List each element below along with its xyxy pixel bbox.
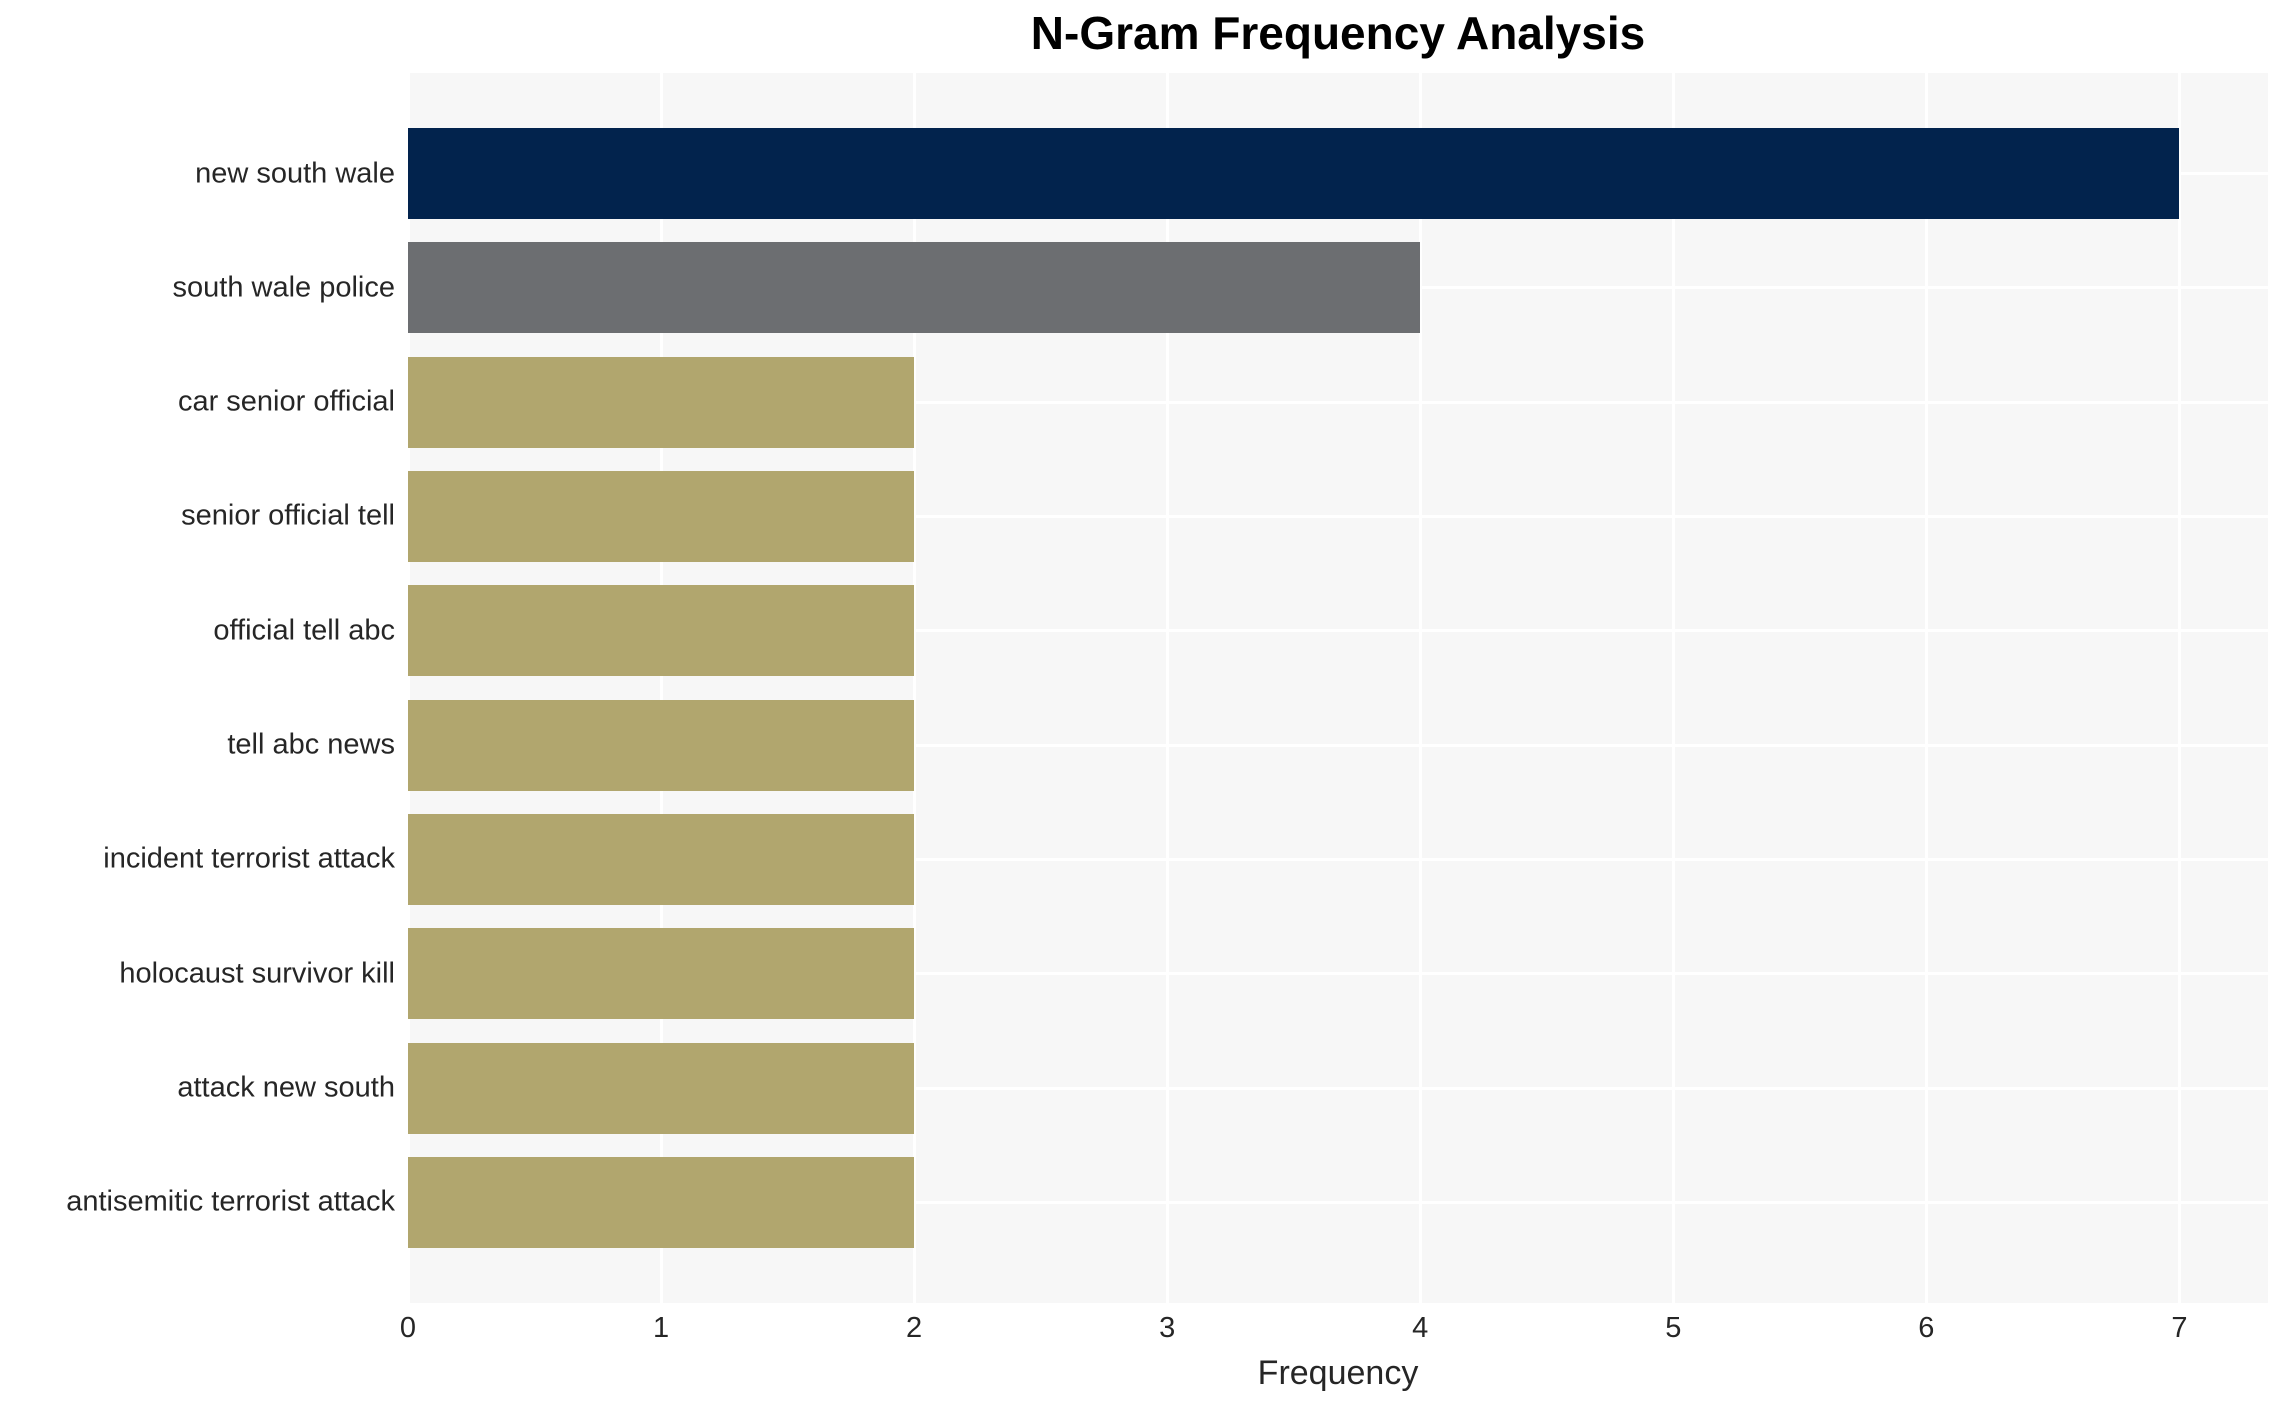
bar (408, 128, 2180, 219)
y-tick-label: senior official tell (181, 499, 395, 532)
y-tick-label: incident terrorist attack (103, 842, 395, 875)
grid-line-vertical (659, 73, 663, 1303)
bar (408, 470, 915, 562)
grid-line-vertical (2177, 73, 2181, 1303)
grid-line-horizontal (408, 1086, 2268, 1090)
x-tick-label: 2 (906, 1312, 923, 1344)
bar (408, 1156, 915, 1248)
bar (408, 928, 915, 1020)
x-axis-title: Frequency (1257, 1354, 1419, 1392)
bar (408, 356, 915, 448)
chart-title: N-Gram Frequency Analysis (1030, 7, 1646, 59)
y-tick-label: car senior official (177, 385, 395, 418)
bar (408, 242, 1421, 334)
grid-line-vertical (1165, 73, 1169, 1303)
plot-area (408, 73, 2268, 1303)
grid-line-horizontal (408, 1200, 2268, 1204)
y-tick-label: new south wale (195, 157, 395, 189)
x-tick-label: 4 (1412, 1312, 1429, 1344)
grid-line-horizontal (408, 400, 2268, 404)
grid-line-vertical (1924, 73, 1928, 1303)
y-tick-label: attack new south (177, 1071, 395, 1104)
x-tick-label: 6 (1918, 1312, 1935, 1344)
grid-line-vertical (912, 73, 916, 1303)
x-tick-label: 0 (399, 1312, 417, 1344)
y-tick-label: antisemitic terrorist attack (66, 1185, 395, 1218)
x-tick-label: 1 (652, 1312, 670, 1344)
bar (408, 699, 915, 791)
grid-line-horizontal (408, 972, 2268, 976)
x-tick-label: 7 (2171, 1312, 2188, 1344)
x-tick-label: 5 (1665, 1312, 1682, 1344)
grid-line-horizontal (408, 629, 2268, 633)
grid-line-vertical (1671, 73, 1675, 1303)
bar (408, 813, 915, 905)
y-tick-label: tell abc news (227, 728, 395, 761)
y-tick-label: official tell abc (213, 614, 395, 647)
grid-line-vertical (1418, 73, 1422, 1303)
y-tick-label: holocaust survivor kill (119, 957, 395, 990)
grid-line-vertical (408, 73, 410, 1303)
grid-line-horizontal (408, 514, 2268, 518)
grid-line-horizontal (408, 857, 2268, 861)
bar (408, 585, 915, 677)
grid-line-horizontal (408, 743, 2268, 747)
bar (408, 1042, 915, 1134)
y-tick-label: south wale police (172, 271, 395, 304)
x-tick-label: 3 (1159, 1312, 1176, 1344)
